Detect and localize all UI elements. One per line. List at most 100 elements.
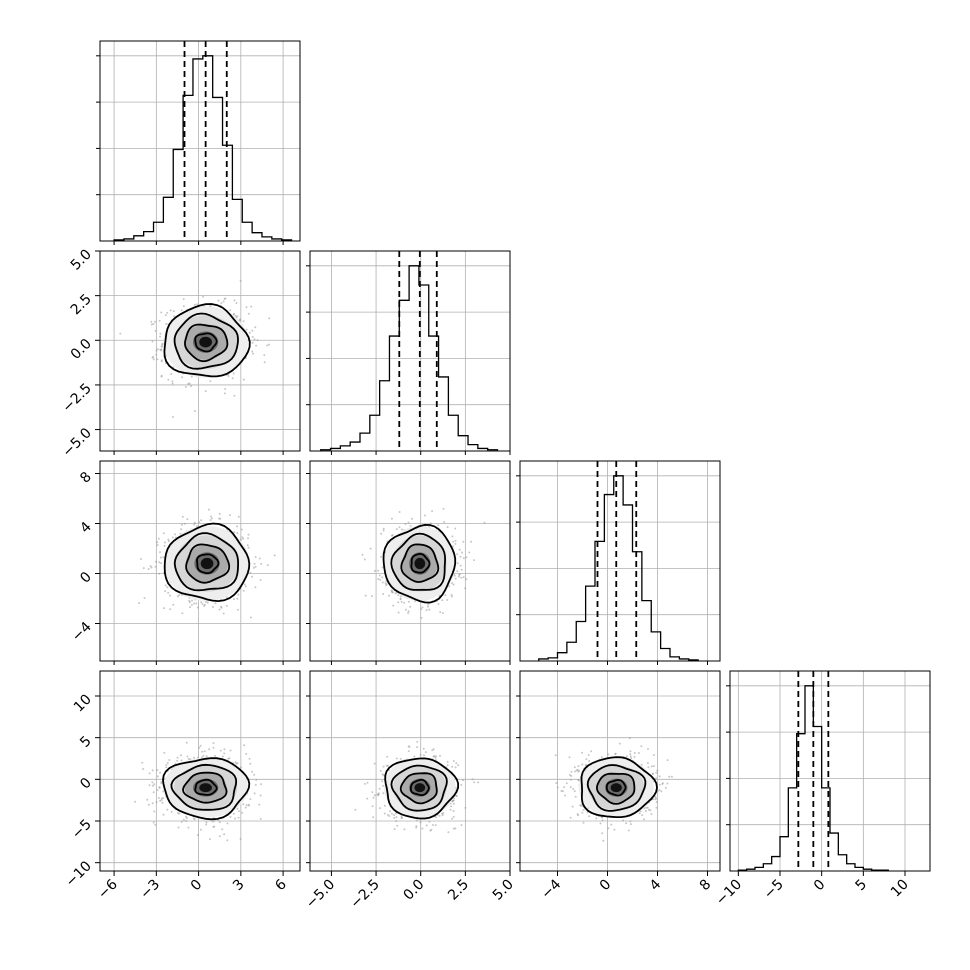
point (167, 538, 170, 541)
point (419, 821, 422, 824)
point (572, 788, 575, 790)
point (373, 762, 376, 765)
point (465, 578, 468, 581)
point (630, 757, 633, 760)
point (388, 594, 390, 597)
point (420, 616, 423, 619)
ytick-label-1-0: −5.0 (59, 425, 94, 460)
point (595, 817, 598, 820)
point (242, 378, 245, 381)
point (180, 820, 183, 823)
ytick-label-1-1: −2.5 (59, 380, 94, 415)
point (378, 807, 381, 810)
point (233, 598, 235, 601)
point (239, 538, 242, 541)
point (590, 750, 593, 753)
panel-1-3-contour-0 (409, 778, 430, 797)
point (226, 839, 229, 842)
point (601, 819, 604, 822)
point (451, 535, 454, 538)
point (134, 800, 137, 803)
point (633, 755, 636, 758)
point (174, 533, 177, 536)
point (389, 810, 392, 813)
point (154, 565, 157, 568)
xtick-label-1-1: −2.5 (348, 877, 383, 912)
point (185, 815, 187, 818)
point (448, 585, 451, 588)
point (258, 557, 261, 560)
point (354, 808, 357, 811)
point (153, 810, 156, 813)
point (395, 528, 398, 531)
point (160, 562, 162, 565)
point (453, 802, 455, 805)
panel-0-1-frame (99, 250, 301, 452)
point (140, 558, 142, 560)
point (381, 566, 384, 569)
point (251, 336, 254, 338)
point (197, 834, 199, 836)
point (259, 579, 262, 581)
point (158, 572, 161, 575)
point (421, 827, 424, 830)
xtick-label-0-4: 6 (272, 876, 290, 894)
point (238, 810, 240, 813)
point (203, 750, 206, 753)
point (400, 528, 403, 531)
panel-1-2-contour-1 (400, 543, 440, 583)
point (260, 783, 262, 786)
point (456, 570, 459, 573)
point (658, 789, 661, 792)
point (233, 299, 236, 302)
point (655, 806, 658, 809)
point (670, 775, 673, 778)
point (208, 748, 211, 751)
panel-1-2-frame (309, 460, 511, 662)
point (223, 833, 226, 836)
point (602, 839, 605, 842)
point (416, 740, 419, 743)
point (227, 375, 230, 378)
point (378, 574, 381, 577)
panel-0-3-density-4 (199, 783, 212, 793)
point (446, 599, 449, 601)
panel-0-3-contour-3 (162, 757, 251, 821)
point (249, 616, 252, 619)
point (219, 749, 222, 752)
point (577, 765, 580, 768)
point (370, 595, 373, 598)
point (450, 593, 453, 596)
point (430, 828, 433, 831)
point (462, 557, 465, 560)
panel-0-3-contour-2 (170, 763, 238, 811)
point (450, 805, 453, 808)
point (444, 594, 447, 597)
point (568, 756, 571, 759)
point (409, 605, 412, 608)
point (655, 801, 658, 803)
point (574, 770, 577, 773)
point (446, 526, 449, 529)
point (655, 771, 658, 774)
point (460, 783, 463, 786)
point (462, 540, 465, 543)
ytick-label-3-4: 10 (71, 692, 95, 716)
point (457, 575, 460, 578)
point (193, 410, 196, 412)
point (142, 768, 145, 770)
point (138, 602, 141, 604)
point (457, 764, 460, 767)
point (599, 822, 602, 825)
xtick-label-0-0: −6 (95, 876, 121, 902)
point (373, 794, 376, 797)
point (237, 593, 240, 596)
point (202, 295, 205, 298)
point (221, 755, 224, 758)
point (225, 604, 228, 607)
point (185, 820, 188, 822)
point (576, 813, 579, 816)
point (171, 536, 174, 539)
point (427, 603, 430, 606)
point (252, 566, 255, 569)
